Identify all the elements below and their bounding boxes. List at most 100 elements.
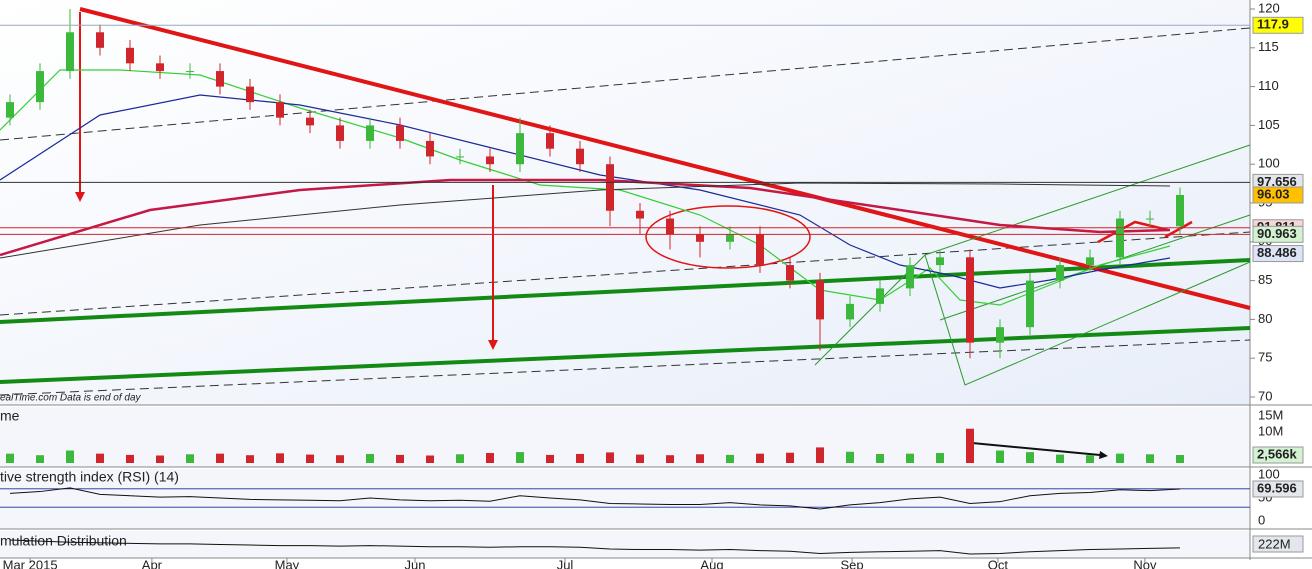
x-tick-label: Apr (142, 557, 163, 569)
price-tag (1252, 245, 1304, 263)
price-tag-label: 96.03 (1257, 186, 1290, 201)
volume-bar (66, 450, 74, 463)
volume-bar (36, 455, 44, 463)
candle-body (126, 47, 134, 64)
volume-bar (126, 454, 134, 463)
x-tick-label: Jul (557, 557, 574, 569)
volume-bar (156, 455, 164, 463)
candle-body (1146, 218, 1154, 220)
volume-bar (786, 452, 794, 463)
volume-bar (396, 454, 404, 463)
rsi-panel (0, 469, 1250, 529)
y-tick-label: 110 (1258, 78, 1279, 93)
y-tick-label: 75 (1258, 350, 1272, 365)
support-line (0, 326, 1251, 384)
y-tick-label: 15M (1258, 408, 1283, 423)
candle-body (936, 257, 944, 266)
y-tick-label: 100 (1258, 156, 1280, 171)
candle-body (996, 327, 1004, 343)
candle-body (306, 117, 314, 126)
volume-bar (486, 453, 494, 463)
volume-bar (186, 454, 194, 463)
volume-bar (1026, 452, 1034, 463)
candle-body (96, 32, 104, 48)
candle-body (6, 102, 14, 118)
candle-body (1176, 195, 1184, 227)
price-tag (1252, 225, 1304, 243)
ad-panel (0, 531, 1250, 558)
y-tick-label: 120 (1258, 0, 1280, 15)
candle-body (546, 133, 554, 149)
candle-body (336, 125, 344, 141)
y-tick-label: 70 (1258, 388, 1272, 403)
candle-body (726, 234, 734, 242)
candle-body (1026, 280, 1034, 328)
price-tag (1252, 535, 1304, 553)
moving-average (0, 178, 1171, 257)
volume-bar (1116, 453, 1124, 463)
arrow-head (75, 192, 85, 202)
y-tick-label: 10M (1258, 423, 1283, 438)
volume-bar (216, 453, 224, 463)
moving-average (0, 182, 1171, 259)
price-tag-label: 90.963 (1257, 226, 1297, 241)
arrow-head (1099, 451, 1108, 459)
candle-body (516, 133, 524, 165)
candle-body (1086, 257, 1094, 266)
price-tag (1252, 186, 1304, 204)
volume-bar (6, 453, 14, 463)
x-tick-label: May (275, 557, 300, 569)
volume-bar (246, 455, 254, 463)
highlight-ellipse (645, 205, 811, 269)
x-tick-label: Oct (988, 557, 1009, 569)
volume-bar (966, 428, 974, 463)
price-tag-label: 88.486 (1257, 245, 1297, 260)
candle-body (966, 257, 974, 343)
volume-bar (96, 453, 104, 463)
y-tick-label: 85 (1258, 272, 1272, 287)
candle-body (486, 156, 494, 165)
candle-body (366, 125, 374, 141)
y-tick-label: 105 (1258, 117, 1280, 132)
watermark: ealTime.com Data is end of day (0, 393, 142, 404)
panel-title: tive strength index (RSI) (14) (0, 469, 179, 485)
channel-line (0, 339, 1251, 396)
candle-body (66, 32, 74, 72)
arrow (971, 442, 1101, 456)
volume-bar (696, 454, 704, 463)
volume-panel (0, 407, 1250, 467)
volume-bar (426, 455, 434, 463)
candle-body (186, 71, 194, 73)
support-line (0, 258, 1251, 324)
price-tag-label: 69.596 (1257, 480, 1297, 495)
volume-bar (846, 451, 854, 463)
arrow-head (488, 340, 498, 350)
volume-bar (1146, 454, 1154, 463)
candle-body (876, 288, 884, 304)
volume-bar (546, 454, 554, 463)
candle-body (456, 156, 464, 158)
candle-body (756, 234, 764, 266)
price-tag (1252, 446, 1304, 464)
volume-bar (276, 453, 284, 463)
volume-bar (366, 453, 374, 463)
volume-bar (816, 447, 824, 463)
volume-bar (756, 453, 764, 463)
price-tag-label: 222M (1258, 536, 1291, 551)
moving-average (0, 69, 1171, 306)
volume-bar (1176, 455, 1184, 463)
volume-bar (606, 452, 614, 463)
drawings (0, 7, 1251, 459)
candle-body (786, 265, 794, 281)
volume-bar (336, 455, 344, 463)
x-tick-label: Mar 2015 (3, 557, 58, 569)
candle-body (1116, 218, 1124, 258)
candle-body (276, 102, 284, 118)
x-tick-label: Jun (405, 557, 426, 569)
x-tick-label: Nov (1133, 557, 1157, 569)
price-panel (0, 0, 1250, 405)
candle-body (576, 148, 584, 165)
candle-body (426, 140, 434, 157)
volume-bar (1056, 454, 1064, 463)
